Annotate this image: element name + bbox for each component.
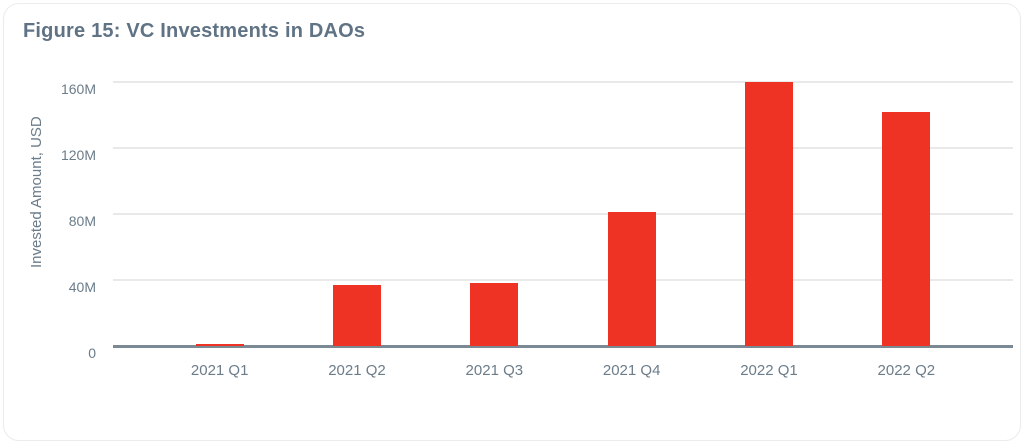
figure-card: Figure 15: VC Investments in DAOs Invest… <box>3 3 1021 441</box>
bar-2022-q1 <box>744 82 793 346</box>
x-tick-label-2021-q1: 2021 Q1 <box>190 362 249 379</box>
x-axis-labels: 2021 Q1 2021 Q2 2021 Q3 2021 Q4 2022 Q1 2022 … <box>151 362 975 379</box>
gridline-160M <box>113 81 1013 83</box>
bar-slot-2022-q2 <box>838 82 975 346</box>
bar-slot-2021-q3 <box>426 82 563 346</box>
bar-slot-2022-q1 <box>700 82 837 346</box>
y-tick-label-160M: 160M <box>60 81 96 97</box>
x-tick-label-2022-q2: 2022 Q2 <box>877 362 936 379</box>
x-tick-label-2021-q4: 2021 Q4 <box>602 362 661 379</box>
x-tick-label-2021-q3: 2021 Q3 <box>465 362 524 379</box>
bar-2022-q2 <box>882 111 931 346</box>
gridline-120M <box>113 147 1013 149</box>
bar-slot-2021-q4 <box>563 82 700 346</box>
chart-title: Figure 15: VC Investments in DAOs <box>23 20 366 42</box>
bar-2021-q2 <box>332 284 381 346</box>
y-tick-label-0: 0 <box>88 345 96 361</box>
bar-2021-q4 <box>607 212 656 346</box>
gridline-40M <box>113 279 1013 281</box>
bar-2021-q3 <box>470 283 519 346</box>
y-axis-title: Invested Amount, USD <box>28 116 45 268</box>
gridline-80M <box>113 213 1013 215</box>
bar-2021-q1 <box>195 344 244 346</box>
bars-row <box>151 82 975 346</box>
plot-area: 2021 Q1 2021 Q2 2021 Q3 2021 Q4 2022 Q1 2022 … <box>61 81 1013 379</box>
bar-slot-2021-q2 <box>288 82 425 346</box>
x-axis-line <box>113 345 1013 348</box>
y-tick-label-120M: 120M <box>60 147 96 163</box>
bar-slot-2021-q1 <box>151 82 288 346</box>
x-tick-label-2021-q2: 2021 Q2 <box>328 362 386 379</box>
y-tick-label-80M: 80M <box>68 213 96 229</box>
x-tick-label-2022-q1: 2022 Q1 <box>740 362 798 379</box>
y-tick-label-40M: 40M <box>68 279 96 295</box>
